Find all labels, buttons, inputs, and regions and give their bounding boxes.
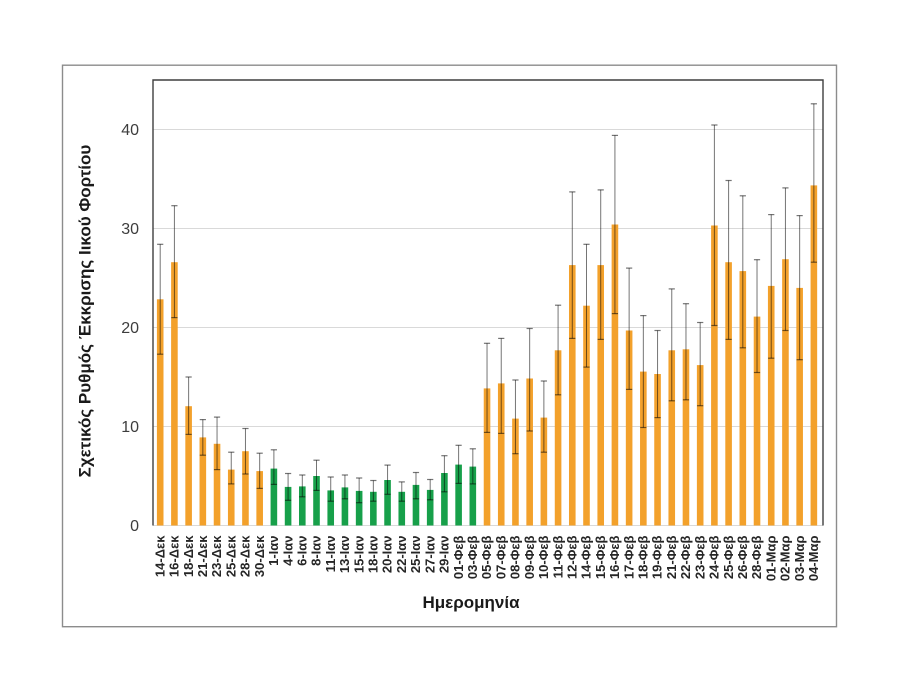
svg-text:05-Φεβ: 05-Φεβ bbox=[479, 535, 494, 579]
svg-text:0: 0 bbox=[130, 518, 139, 535]
svg-text:18-Δεκ: 18-Δεκ bbox=[181, 535, 196, 577]
svg-text:1-Ιαν: 1-Ιαν bbox=[266, 536, 281, 566]
svg-text:10: 10 bbox=[121, 419, 139, 436]
svg-text:23-Φεβ: 23-Φεβ bbox=[692, 535, 707, 579]
svg-text:18-Φεβ: 18-Φεβ bbox=[636, 535, 651, 579]
svg-text:23-Δεκ: 23-Δεκ bbox=[209, 535, 224, 577]
svg-text:30-Δεκ: 30-Δεκ bbox=[252, 535, 267, 577]
svg-text:4-Ιαν: 4-Ιαν bbox=[280, 536, 295, 566]
svg-text:22-Ιαν: 22-Ιαν bbox=[394, 536, 409, 574]
svg-text:24-Φεβ: 24-Φεβ bbox=[707, 535, 722, 579]
svg-text:03-Φεβ: 03-Φεβ bbox=[465, 535, 480, 579]
svg-text:29-Ιαν: 29-Ιαν bbox=[437, 536, 452, 574]
svg-text:14-Φεβ: 14-Φεβ bbox=[579, 535, 594, 579]
svg-text:20-Ιαν: 20-Ιαν bbox=[380, 536, 395, 574]
svg-text:25-Ιαν: 25-Ιαν bbox=[408, 536, 423, 574]
svg-text:22-Φεβ: 22-Φεβ bbox=[678, 535, 693, 579]
svg-text:16-Δεκ: 16-Δεκ bbox=[167, 535, 182, 577]
svg-text:03-Μαρ: 03-Μαρ bbox=[792, 536, 807, 582]
svg-text:40: 40 bbox=[121, 122, 139, 139]
svg-text:28-Δεκ: 28-Δεκ bbox=[238, 535, 253, 577]
svg-text:01-Μαρ: 01-Μαρ bbox=[763, 536, 778, 582]
svg-text:27-Ιαν: 27-Ιαν bbox=[422, 536, 437, 574]
svg-text:07-Φεβ: 07-Φεβ bbox=[493, 535, 508, 579]
svg-text:02-Μαρ: 02-Μαρ bbox=[778, 536, 793, 582]
svg-text:09-Φεβ: 09-Φεβ bbox=[522, 535, 537, 579]
svg-text:08-Φεβ: 08-Φεβ bbox=[508, 535, 523, 579]
svg-text:15-Ιαν: 15-Ιαν bbox=[351, 536, 366, 574]
svg-text:15-Φεβ: 15-Φεβ bbox=[593, 535, 608, 579]
svg-text:26-Φεβ: 26-Φεβ bbox=[735, 535, 750, 579]
svg-text:8-Ιαν: 8-Ιαν bbox=[309, 536, 324, 566]
svg-text:13-Ιαν: 13-Ιαν bbox=[337, 536, 352, 574]
svg-text:20: 20 bbox=[121, 320, 139, 337]
svg-text:6-Ιαν: 6-Ιαν bbox=[295, 536, 310, 566]
svg-text:21-Φεβ: 21-Φεβ bbox=[664, 535, 679, 579]
svg-text:25-Δεκ: 25-Δεκ bbox=[223, 535, 238, 577]
svg-text:16-Φεβ: 16-Φεβ bbox=[607, 535, 622, 579]
svg-text:11-Φεβ: 11-Φεβ bbox=[550, 535, 565, 578]
svg-text:10-Φεβ: 10-Φεβ bbox=[536, 535, 551, 579]
svg-text:04-Μαρ: 04-Μαρ bbox=[806, 536, 821, 582]
svg-text:21-Δεκ: 21-Δεκ bbox=[195, 535, 210, 577]
svg-text:12-Φεβ: 12-Φεβ bbox=[564, 535, 579, 579]
svg-text:11-Ιαν: 11-Ιαν bbox=[323, 536, 338, 573]
svg-text:Ημερομηνία: Ημερομηνία bbox=[422, 593, 520, 612]
svg-text:01-Φεβ: 01-Φεβ bbox=[451, 535, 466, 579]
svg-text:28-Φεβ: 28-Φεβ bbox=[749, 535, 764, 579]
svg-text:17-Φεβ: 17-Φεβ bbox=[621, 535, 636, 579]
svg-text:25-Φεβ: 25-Φεβ bbox=[721, 535, 736, 579]
svg-text:Σχετικός Ρυθμός Έκκρισης Ιικού: Σχετικός Ρυθμός Έκκρισης Ιικού Φορτίου bbox=[76, 145, 95, 478]
svg-text:30: 30 bbox=[121, 221, 139, 238]
svg-text:14-Δεκ: 14-Δεκ bbox=[152, 535, 167, 577]
svg-text:19-Φεβ: 19-Φεβ bbox=[650, 535, 665, 579]
svg-text:18-Ιαν: 18-Ιαν bbox=[366, 536, 381, 574]
